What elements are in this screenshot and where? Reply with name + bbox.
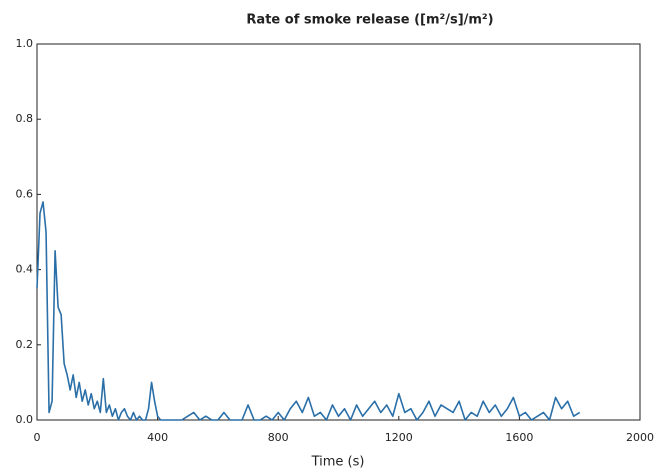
y-tick-label: 0.8 [16, 112, 34, 125]
x-tick-label: 800 [268, 431, 289, 444]
x-tick-label: 1600 [505, 431, 533, 444]
x-axis-label: Time (s) [311, 455, 365, 470]
y-tick-label: 0.2 [16, 338, 34, 351]
y-tick-label: 0.6 [16, 187, 34, 200]
x-tick-label: 400 [147, 431, 168, 444]
y-tick-label: 1.0 [16, 37, 34, 50]
y-tick-label: 0.4 [16, 263, 34, 276]
y-tick-label: 0.0 [16, 413, 34, 426]
plot-frame [36, 43, 641, 421]
x-tick-label: 2000 [626, 431, 654, 444]
x-tick-label: 1200 [385, 431, 413, 444]
data-line [36, 201, 581, 421]
x-tick-label: 0 [34, 431, 41, 444]
chart-title: Rate of smoke release ([m²/s]/m²) [246, 13, 493, 28]
